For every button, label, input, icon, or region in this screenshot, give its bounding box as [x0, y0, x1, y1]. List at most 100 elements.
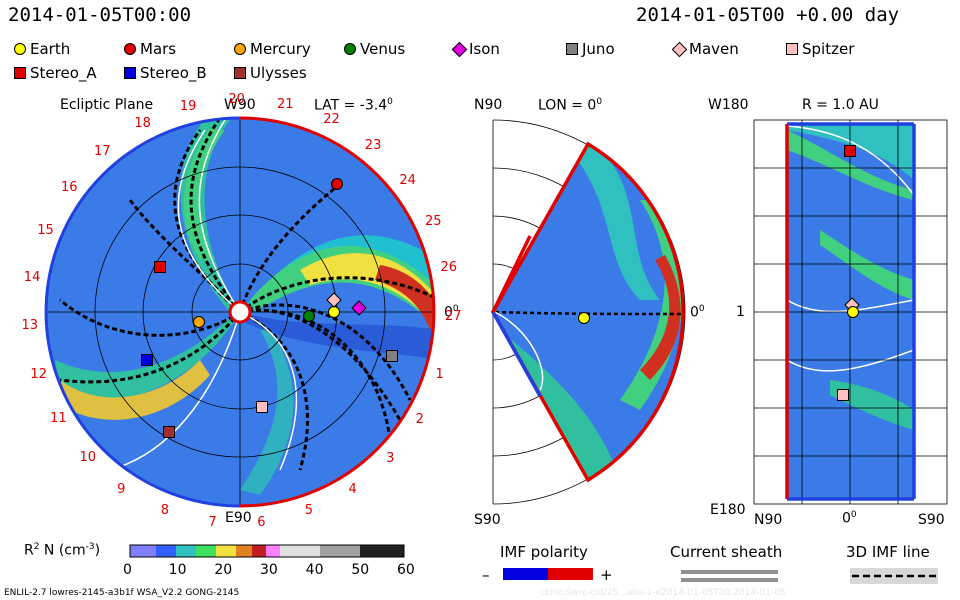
- r-zero-label: 00: [842, 510, 857, 527]
- ison-marker: [351, 300, 367, 316]
- carrington-label: 23: [364, 137, 382, 153]
- legend-item-juno: Juno: [566, 40, 615, 58]
- square-marker-icon: [566, 43, 578, 55]
- legend-label: Venus: [360, 40, 406, 58]
- lat-label: LAT = -3.40: [314, 97, 393, 114]
- model-info: ENLIL-2.7 lowres-2145-a3b1f WSA_V2.2 GON…: [4, 588, 240, 598]
- carrington-label: 21: [276, 96, 294, 112]
- carrington-label: 7: [208, 514, 217, 530]
- carrington-label: 6: [257, 514, 266, 530]
- current-sheath-swatch: [681, 570, 778, 582]
- earth-marker: [578, 312, 590, 324]
- r-one-label: 1: [736, 304, 745, 320]
- legend-label: Stereo_B: [140, 64, 207, 82]
- carrington-label: 19: [179, 98, 197, 114]
- circle-marker-icon: [234, 43, 246, 55]
- imf-polarity-title: IMF polarity: [500, 543, 588, 561]
- meridional-n90-label: N90: [474, 97, 503, 113]
- w90-label: W90: [224, 97, 256, 113]
- carrington-label: 5: [304, 503, 314, 519]
- imf-plus-label: +: [600, 566, 613, 584]
- carrington-label: 22: [323, 112, 340, 128]
- earth-marker: [847, 306, 859, 318]
- mercury-marker: [193, 316, 205, 328]
- r-s90-label: S90: [918, 512, 945, 528]
- ulysses-marker: [163, 426, 175, 438]
- e90-label: E90: [225, 510, 252, 526]
- carrington-label: 4: [348, 481, 357, 497]
- circle-marker-icon: [14, 43, 26, 55]
- venus-marker: [303, 310, 315, 322]
- colorbar-tick: 40: [305, 562, 324, 578]
- colorbar-tick: 60: [397, 562, 415, 578]
- legend-item-maven: Maven: [671, 40, 739, 58]
- colorbar-tick: 30: [260, 562, 278, 578]
- carrington-label: 2: [415, 411, 424, 427]
- w180-label: W180: [708, 97, 749, 113]
- ecliptic-title: Ecliptic Plane: [60, 97, 154, 113]
- body-markers: [141, 145, 860, 438]
- r-n90-label: N90: [754, 512, 783, 528]
- colorbar-tick: 10: [168, 562, 187, 578]
- meridional-zero-label: 00: [690, 304, 705, 321]
- legend-item-mercury: Mercury: [234, 40, 311, 58]
- run-info: ccmc/swrc-cld/25...abe-1-e2014-01-05T00 …: [540, 588, 786, 598]
- colorbar-tick: 0: [123, 562, 132, 578]
- legend-label: Ulysses: [250, 64, 307, 82]
- legend-item-earth: Earth: [14, 40, 70, 58]
- left-timestamp: 2014-01-05T00:00: [8, 4, 192, 26]
- legend-label: Spitzer: [802, 40, 855, 58]
- imf-negative-swatch: [503, 568, 548, 580]
- legend-item-ison: Ison: [451, 40, 500, 58]
- circle-marker-icon: [124, 43, 136, 55]
- legend-item-ulysses: Ulysses: [234, 64, 307, 82]
- carrington-label: 25: [424, 214, 442, 230]
- spitzer-marker: [837, 389, 849, 401]
- legend-label: Maven: [689, 40, 739, 58]
- meridional-s90-label: S90: [474, 512, 501, 528]
- carrington-label: 20: [228, 92, 245, 108]
- carrington-label: 18: [134, 116, 151, 132]
- right-timestamp: 2014-01-05T00 +0.00 day: [636, 4, 900, 26]
- carrington-label: 8: [160, 503, 170, 519]
- legend-label: Ison: [469, 40, 500, 58]
- carrington-label: 27: [444, 309, 462, 325]
- meridional-panel: [490, 119, 686, 505]
- legend-item-spitzer: Spitzer: [786, 40, 854, 58]
- legend-label: Mercury: [250, 40, 311, 58]
- carrington-label: 14: [23, 269, 41, 285]
- carrington-label: 12: [30, 366, 47, 382]
- square-marker-icon: [786, 43, 798, 55]
- imf-line-swatch: [850, 568, 938, 584]
- carrington-label: 16: [61, 180, 78, 195]
- square-marker-icon: [14, 67, 26, 79]
- carrington-label: 26: [440, 260, 458, 276]
- carrington-label: 13: [21, 318, 39, 334]
- carrington-label: 1: [435, 366, 444, 382]
- legend-item-stereo_b: Stereo_B: [124, 64, 207, 82]
- legend-label: Mars: [140, 40, 177, 58]
- legend-item-venus: Venus: [344, 40, 405, 58]
- stereo-b-marker: [141, 354, 153, 366]
- imf-positive-swatch: [548, 568, 593, 580]
- imf-minus-label: –: [482, 566, 490, 584]
- legend-label: Stereo_A: [30, 64, 97, 82]
- colorbar-label: R2 N (cm-3): [24, 542, 101, 559]
- carrington-label: 24: [399, 172, 416, 188]
- ecliptic-zero-label: 00: [444, 304, 459, 321]
- colorbar-tick: 50: [351, 562, 370, 578]
- imf-line-title: 3D IMF line: [846, 543, 930, 561]
- colorbar-tick: 20: [214, 562, 233, 578]
- juno-marker: [386, 350, 398, 362]
- e180-label: E180: [710, 502, 746, 518]
- density-colorbar: [129, 544, 405, 558]
- carrington-label: 10: [79, 450, 97, 466]
- mars-marker: [331, 178, 343, 190]
- square-marker-icon: [234, 67, 246, 79]
- current-sheath-title: Current sheath: [670, 543, 783, 561]
- legend-label: Juno: [582, 40, 615, 58]
- legend-label: Earth: [30, 40, 71, 58]
- legend-item-stereo_a: Stereo_A: [14, 64, 97, 82]
- maven-marker: [326, 292, 342, 308]
